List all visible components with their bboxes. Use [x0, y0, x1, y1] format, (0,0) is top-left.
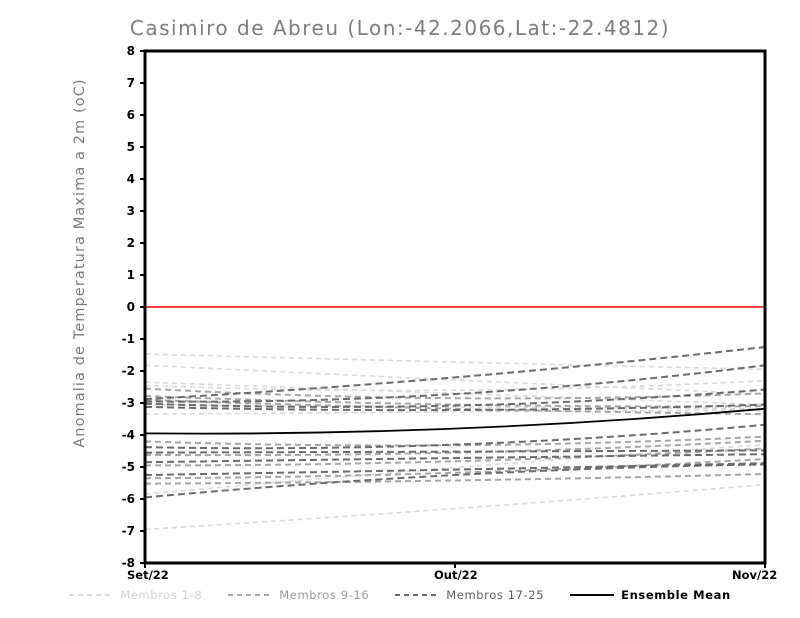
ensemble-member-line — [144, 346, 766, 401]
y-tick-label: 3 — [126, 204, 135, 218]
ensemble-member-line — [144, 463, 766, 499]
legend-item[interactable]: Membros 17-25 — [395, 588, 544, 602]
ensemble-member-line — [144, 403, 766, 412]
ensemble-member-line — [144, 473, 766, 485]
ensemble-member-line — [144, 483, 766, 531]
legend-item[interactable]: Membros 9-16 — [228, 588, 369, 602]
y-tick-label: 2 — [126, 236, 135, 250]
y-tick-label: -8 — [121, 556, 135, 570]
page-title: Casimiro de Abreu (Lon:-42.2066,Lat:-22.… — [129, 16, 671, 40]
x-tick-label: Set/22 — [127, 568, 169, 582]
y-tick-label: 6 — [126, 108, 135, 122]
y-tick-label: -7 — [121, 524, 135, 538]
legend-label: Membros 9-16 — [279, 588, 370, 602]
y-tick-label: -4 — [121, 428, 135, 442]
y-tick-label: 7 — [126, 76, 135, 90]
ensemble-member-line — [144, 353, 766, 371]
y-tick-label: -3 — [121, 396, 135, 410]
ensemble-member-line — [144, 379, 766, 392]
legend-item[interactable]: Ensemble Mean — [570, 588, 731, 602]
ensemble-member-line — [144, 398, 766, 416]
x-tick-label: Nov/22 — [732, 568, 778, 582]
ensemble-member-line — [144, 388, 766, 408]
legend-label: Ensemble Mean — [621, 588, 731, 602]
chart-legend: Membros 1-8 Membros 9-16 Membros 17-25 Ense… — [0, 588, 800, 602]
legend-swatch — [395, 594, 440, 596]
y-tick-label: -6 — [121, 492, 135, 506]
y-tick-label: 4 — [126, 172, 135, 186]
ensemble-member-line — [144, 423, 766, 450]
y-tick-label: -1 — [121, 332, 135, 346]
y-tick-label: 0 — [126, 300, 135, 314]
ensemble-member-line — [144, 449, 766, 454]
x-tick-label: Out/22 — [434, 568, 478, 582]
y-tick-label: -5 — [121, 460, 135, 474]
ensemble-member-line — [144, 364, 766, 395]
y-tick-label: 8 — [126, 44, 135, 58]
ensemble-member-line — [144, 409, 766, 415]
ensemble-mean-line — [144, 407, 766, 435]
ensemble-member-line — [144, 453, 766, 464]
ensemble-member-line — [144, 403, 766, 410]
legend-label: Membros 1-8 — [120, 588, 203, 602]
legend-swatch — [69, 594, 114, 596]
y-tick-label: 1 — [126, 268, 135, 282]
legend-swatch — [228, 594, 273, 596]
ensemble-member-line — [144, 447, 766, 467]
y-tick-label: 5 — [126, 140, 135, 154]
legend-item[interactable]: Membros 1-8 — [69, 588, 202, 602]
ensemble-member-line — [144, 462, 766, 476]
legend-label: Membros 17-25 — [446, 588, 545, 602]
legend-swatch — [570, 593, 615, 597]
ensemble-member-line — [144, 364, 766, 403]
ensemble-member-line — [144, 458, 766, 480]
y-tick-label: -2 — [121, 364, 135, 378]
